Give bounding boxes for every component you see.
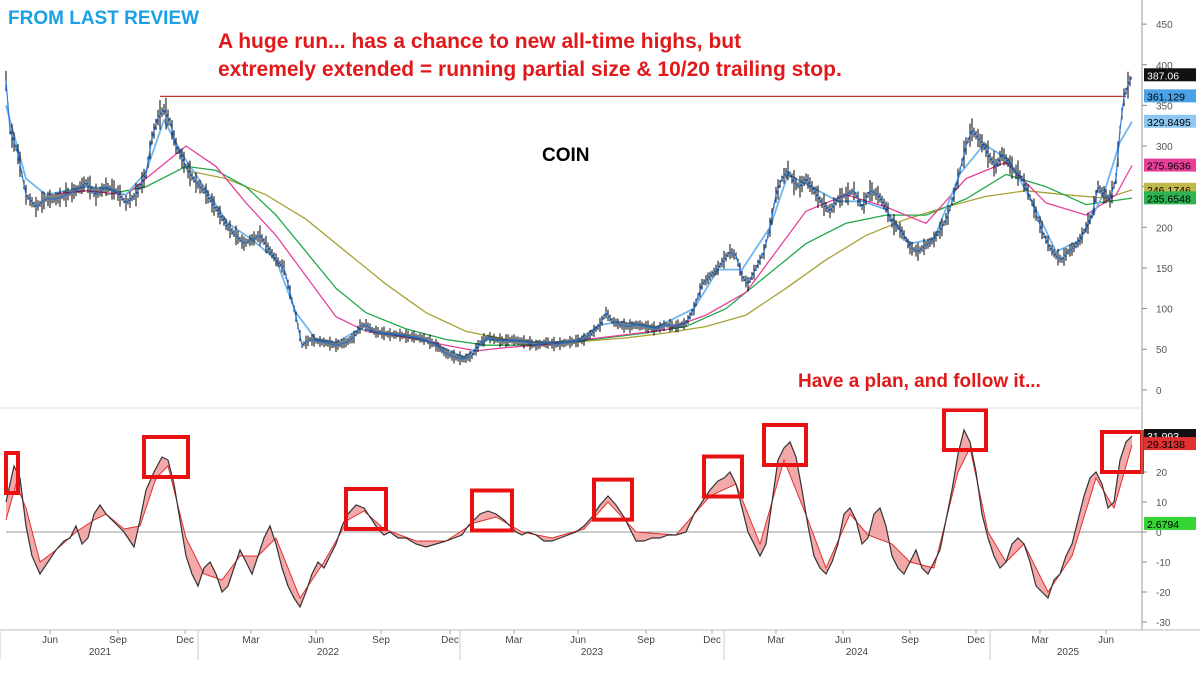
price-y-tick-label: 100 — [1156, 305, 1173, 316]
price-y-tick-label: 300 — [1156, 142, 1173, 153]
price-y-tick-label: 150 — [1156, 264, 1173, 275]
osc-y-tick-label: -20 — [1156, 588, 1171, 599]
ma50-line — [45, 145, 1133, 352]
annotation-line-2: extremely extended = running partial siz… — [218, 58, 842, 81]
ma200-line — [185, 169, 1133, 344]
x-month-label: Jun — [308, 635, 324, 646]
x-month-label: Sep — [109, 635, 127, 646]
highlight-box — [344, 487, 388, 531]
x-month-label: Dec — [441, 635, 459, 646]
oscillator-panel — [4, 408, 1144, 609]
osc-value-label-bg — [1144, 437, 1196, 451]
highlight-box — [762, 423, 808, 467]
x-month-label: Mar — [505, 635, 523, 646]
x-month-label: Dec — [967, 635, 985, 646]
plan-note: Have a plan, and follow it... — [798, 371, 1041, 392]
price-value-label-bg — [1144, 114, 1196, 128]
price-y-tick-label: 50 — [1156, 345, 1168, 356]
osc-value-label: 2.6794 — [1147, 519, 1179, 531]
osc-y-tick-label: 0 — [1156, 528, 1162, 539]
x-year-label: 2024 — [846, 647, 869, 658]
x-month-label: Dec — [176, 635, 194, 646]
x-month-label: Sep — [637, 635, 655, 646]
osc-y-tick-label: 20 — [1156, 468, 1168, 479]
highlight-box — [592, 477, 634, 522]
review-title: FROM LAST REVIEW — [8, 8, 200, 29]
price-y-tick-label: 0 — [1156, 386, 1162, 397]
osc-line — [5, 428, 1133, 609]
x-month-label: Jun — [42, 635, 58, 646]
price-panel — [5, 70, 1133, 366]
price-value-label: 361.129 — [1147, 91, 1185, 103]
osc-value-label-bg — [1144, 516, 1196, 530]
x-month-label: Mar — [1031, 635, 1049, 646]
x-month-label: Jun — [570, 635, 586, 646]
annotation-note: A huge run... has a chance to new all-ti… — [218, 28, 842, 84]
x-month-label: Mar — [767, 635, 785, 646]
x-year-label: 2023 — [581, 647, 604, 658]
axis-value-labels: 387.06361.129329.8495275.9636246.1746235… — [1144, 68, 1196, 531]
ma100-line — [105, 165, 1133, 346]
osc-y-tick-label: -30 — [1156, 618, 1171, 629]
price-value-label: 235.6548 — [1147, 193, 1191, 205]
ma10-line — [5, 76, 1133, 360]
axes: 050100150200250300350400450-30-20-100102… — [0, 0, 1200, 660]
highlight-box — [702, 454, 744, 499]
x-month-label: Sep — [372, 635, 390, 646]
price-value-label-bg — [1144, 68, 1196, 82]
price-y-tick-label: 200 — [1156, 223, 1173, 234]
x-month-label: Dec — [703, 635, 721, 646]
price-y-tick-label: 450 — [1156, 20, 1173, 31]
annotation-line-1: A huge run... has a chance to new all-ti… — [218, 30, 742, 53]
price-value-label-bg — [1144, 158, 1196, 172]
price-y-tick-label: 350 — [1156, 101, 1173, 112]
highlight-box — [470, 488, 514, 533]
price-value-label: 275.9636 — [1147, 161, 1191, 173]
osc-y-tick-label: 10 — [1156, 498, 1168, 509]
x-month-label: Mar — [242, 635, 260, 646]
price-value-label: 329.8495 — [1147, 117, 1191, 129]
x-month-label: Jun — [835, 635, 851, 646]
x-year-label: 2022 — [317, 647, 340, 658]
x-year-label: 2021 — [89, 647, 112, 658]
osc-signal-line — [5, 444, 1133, 600]
ticker-label: COIN — [542, 145, 590, 166]
highlight-box — [142, 435, 190, 479]
price-value-label: 387.06 — [1147, 70, 1179, 82]
x-month-label: Jun — [1098, 635, 1114, 646]
x-year-label: 2025 — [1057, 647, 1080, 658]
price-value-label-bg — [1144, 191, 1196, 205]
osc-y-tick-label: -10 — [1156, 558, 1171, 569]
osc-fill — [6, 430, 1132, 607]
price-y-tick-label: 400 — [1156, 61, 1173, 72]
x-month-label: Sep — [901, 635, 919, 646]
osc-value-label: 29.3138 — [1147, 439, 1185, 451]
highlight-box — [942, 408, 988, 452]
price-value-label-bg — [1144, 89, 1196, 103]
highlight-box — [4, 451, 20, 495]
